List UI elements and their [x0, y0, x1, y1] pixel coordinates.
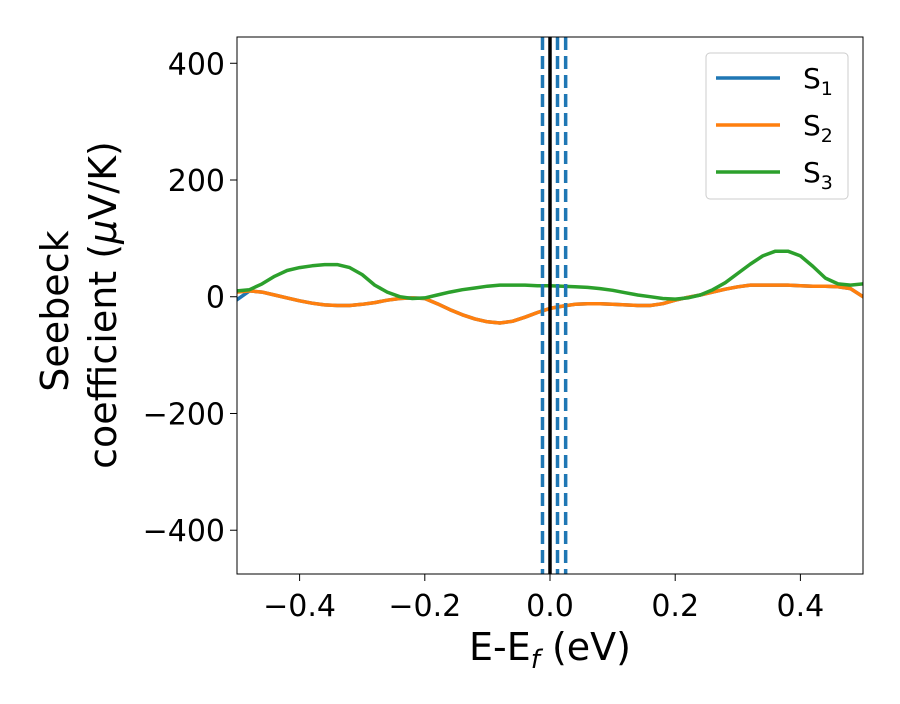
- x-tick-label: 0.4: [777, 589, 825, 624]
- x-tick-label: −0.4: [263, 589, 336, 624]
- y-axis-label-line1: Seebeck: [33, 230, 77, 391]
- x-tick-label: 0.0: [526, 589, 574, 624]
- x-axis-label: E-Ef (eV): [469, 625, 631, 675]
- x-axis-ticks: −0.4 −0.2 0.0 0.2 0.4: [263, 574, 824, 624]
- x-tick-label: 0.2: [651, 589, 699, 624]
- y-tick-label: −400: [143, 514, 225, 549]
- vertical-lines-layer: [540, 37, 568, 574]
- y-tick-label: 0: [206, 281, 225, 316]
- legend-label-s3: S3: [803, 156, 833, 194]
- x-tick-label: −0.2: [388, 589, 461, 624]
- y-axis-label: Seebeck coefficient (μV/K): [33, 141, 125, 469]
- y-tick-label: 200: [168, 164, 225, 199]
- legend-label-s2: S2: [803, 109, 833, 147]
- legend-label-s1: S1: [803, 62, 833, 100]
- y-tick-label: 400: [168, 47, 225, 82]
- legend: S1 S2 S3: [705, 52, 849, 200]
- y-axis-ticks: −400 −200 0 200 400: [143, 47, 237, 549]
- y-tick-label: −200: [143, 397, 225, 432]
- y-axis-label-line2: coefficient (μV/K): [81, 141, 125, 469]
